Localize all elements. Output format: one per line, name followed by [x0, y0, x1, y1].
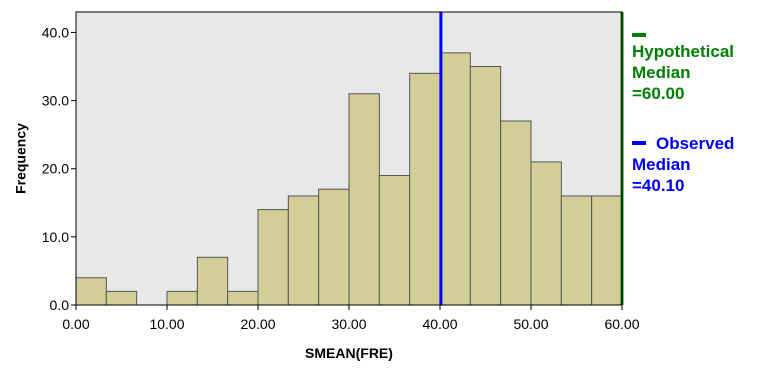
x-tick-label: 60.00: [604, 316, 639, 332]
histogram-bar: [348, 93, 380, 306]
x-tick-label: 50.00: [513, 316, 548, 332]
x-tick-label: 0.00: [62, 316, 89, 332]
histogram-bar: [530, 161, 562, 306]
x-axis-title: SMEAN(FRE): [305, 345, 393, 361]
histogram-bar: [378, 175, 411, 306]
bars-layer: [75, 52, 623, 306]
histogram-bar: [560, 195, 593, 306]
legend-label: Hypothetical: [632, 42, 734, 61]
y-tick-label: 40.0: [42, 24, 69, 40]
x-tick-label: 40.00: [422, 316, 457, 332]
legend-label: Median: [632, 155, 691, 174]
histogram-bar: [439, 52, 471, 306]
legend-label: Median: [632, 63, 691, 82]
histogram-bar: [75, 277, 107, 306]
histogram-bar: [469, 66, 502, 306]
histogram-bar: [227, 290, 259, 306]
histogram-bar: [257, 209, 289, 306]
legend-label: Observed: [656, 134, 734, 153]
legend: Hypothetical Median =60.00 Observed Median =4…: [632, 33, 734, 195]
histogram-bar: [196, 256, 229, 306]
histogram-bar: [409, 72, 441, 306]
y-tick-label: 30.0: [42, 93, 69, 109]
legend-label: =60.00: [632, 84, 684, 103]
legend-swatch: [632, 141, 646, 145]
histogram-bar: [318, 188, 350, 306]
legend-entry-hypothetical-median: Hypothetical Median =60.00: [632, 33, 734, 103]
histogram-bar: [591, 195, 623, 306]
legend-label: =40.10: [632, 176, 684, 195]
x-tick-label: 10.00: [149, 316, 184, 332]
histogram-bar: [500, 120, 532, 306]
legend-swatch: [632, 33, 646, 37]
y-axis-title: Frequency: [13, 123, 29, 194]
y-tick-label: 20.0: [42, 161, 69, 177]
histogram-bar: [287, 195, 320, 306]
x-tick-label: 20.00: [240, 316, 275, 332]
x-axis: 0.00 10.00 20.00 30.00 40.00 50.00 60.00: [62, 305, 640, 332]
legend-entry-observed-median: Observed Median =40.10: [632, 134, 734, 195]
histogram-bar: [166, 290, 198, 306]
y-tick-label: 0.0: [50, 297, 70, 313]
x-tick-label: 30.00: [331, 316, 366, 332]
y-axis: 0.0 10.0 20.0 30.0 40.0: [42, 24, 76, 313]
y-tick-label: 10.0: [42, 229, 69, 245]
histogram-bar: [105, 290, 138, 306]
